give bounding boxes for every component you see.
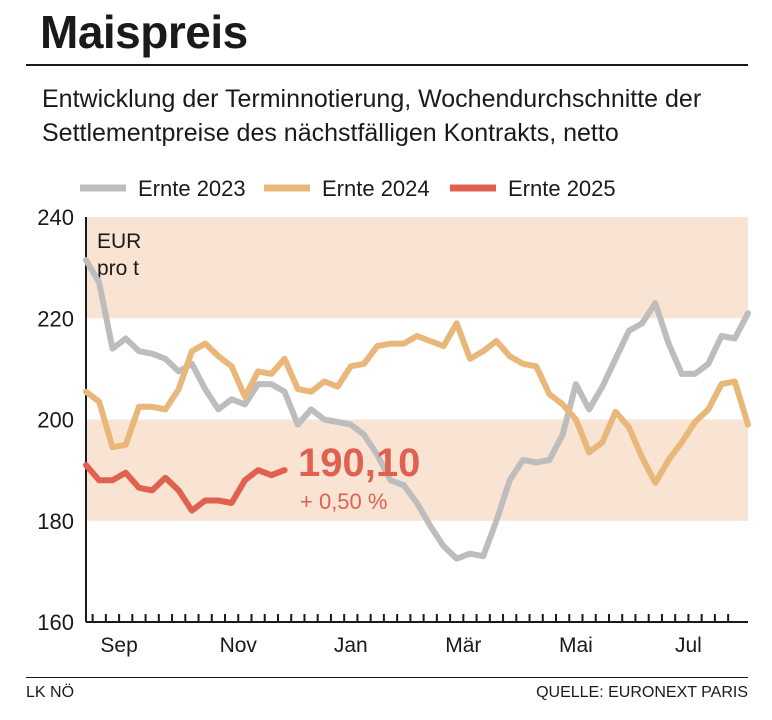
series-line-3	[83, 462, 288, 514]
legend-label-2: Ernte 2024	[322, 176, 430, 201]
page-title: Maispreis	[40, 6, 248, 58]
x-tick-label-Nov: Nov	[220, 634, 258, 657]
x-tick-label-Mär: Mär	[445, 634, 481, 657]
unit-label-line2: pro t	[97, 257, 139, 280]
footer-source: QUELLE: EURONEXT PARIS	[536, 684, 748, 701]
series-line-2	[83, 320, 751, 486]
legend-item-3: Ernte 2025	[450, 176, 616, 201]
annotation-value: 190,10	[298, 441, 420, 485]
x-tick-label-Jul: Jul	[675, 634, 702, 657]
chart-subtitle: Entwicklung der Terminnotierung, Wochend…	[42, 85, 702, 147]
legend-label-3: Ernte 2025	[508, 176, 616, 201]
unit-label-line1: EUR	[97, 230, 141, 253]
y-tick-label-160: 160	[37, 610, 74, 635]
x-tick-label-Jan: Jan	[334, 634, 368, 657]
legend-item-1: Ernte 2023	[80, 176, 246, 201]
y-tick-label-220: 220	[37, 306, 74, 331]
y-tick-label-240: 240	[37, 205, 74, 230]
legend-item-2: Ernte 2024	[264, 176, 430, 201]
title-rule	[26, 64, 748, 66]
y-tick-label-180: 180	[37, 509, 74, 534]
series-line-1	[83, 257, 751, 562]
y-tick-label-200: 200	[37, 408, 74, 433]
legend-label-1: Ernte 2023	[138, 176, 246, 201]
x-tick-label-Sep: Sep	[100, 634, 137, 657]
x-tick-label-Mai: Mai	[559, 634, 593, 657]
annotation-change: + 0,50 %	[300, 489, 387, 514]
footer-rule	[26, 677, 748, 678]
band-1	[86, 217, 748, 319]
footer-credit: LK NÖ	[26, 684, 75, 701]
